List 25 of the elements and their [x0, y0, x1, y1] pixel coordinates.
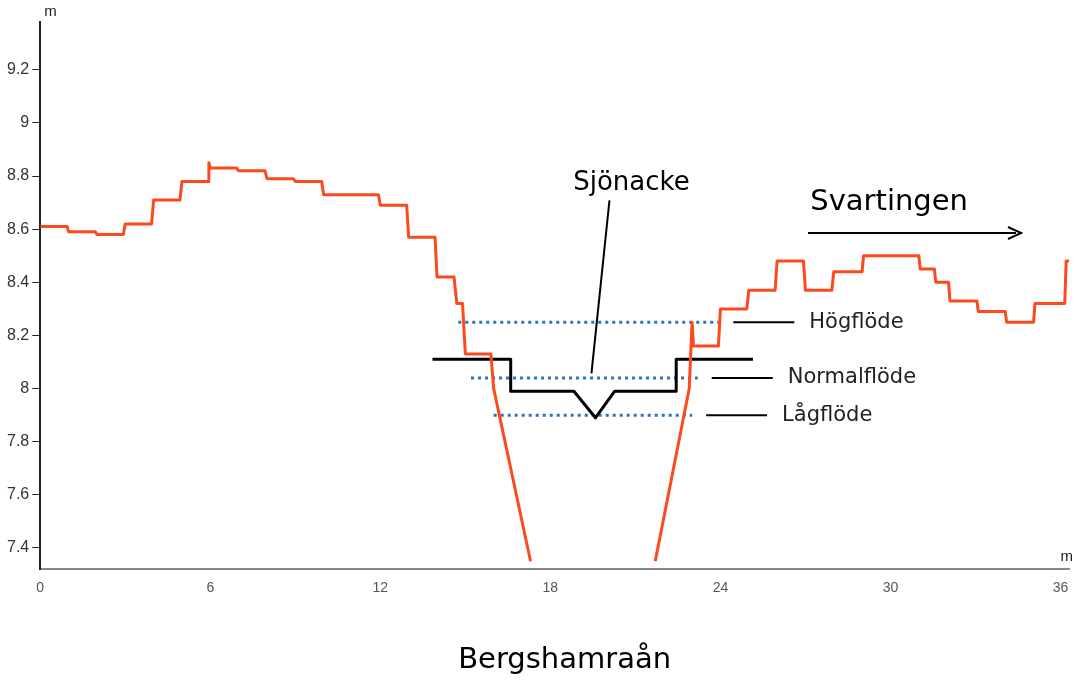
annotation: Svartingen	[810, 182, 968, 217]
x-tick-label: 18	[542, 579, 559, 596]
y-tick-label: 8.2	[6, 325, 30, 343]
y-tick-label: 7.6	[6, 485, 30, 503]
x-tick-label: 6	[206, 579, 215, 596]
y-tick-label: 8.6	[6, 219, 30, 237]
y-tick-label: 9.2	[6, 60, 30, 78]
y-tick-label: 7.4	[6, 538, 30, 556]
y-axis-title: m	[44, 2, 57, 20]
text: Bergshamraån	[458, 640, 672, 675]
y-tick-label: 9	[20, 113, 30, 131]
text: Lågflöde	[782, 400, 873, 426]
text: Normalflöde	[787, 364, 917, 389]
annotation: Sjönacke	[573, 166, 690, 197]
x-tick-label: 24	[712, 579, 729, 596]
y-tick-label: 7.8	[6, 432, 30, 450]
x-tick-label: 12	[372, 579, 389, 596]
x-axis-title: m	[1060, 547, 1073, 565]
x-tick-label: 30	[882, 579, 899, 596]
y-tick-label: 8	[20, 378, 30, 396]
x-tick-label: 0	[36, 579, 45, 596]
x-tick-label: 36	[1052, 579, 1069, 596]
text: Högflöde	[809, 308, 904, 333]
y-tick-label: 8.4	[6, 272, 30, 290]
y-tick-label: 8.8	[6, 166, 30, 184]
